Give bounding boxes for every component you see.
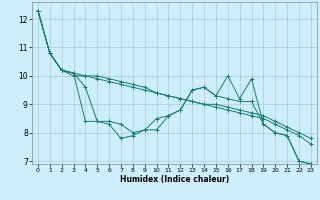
X-axis label: Humidex (Indice chaleur): Humidex (Indice chaleur) [120, 175, 229, 184]
